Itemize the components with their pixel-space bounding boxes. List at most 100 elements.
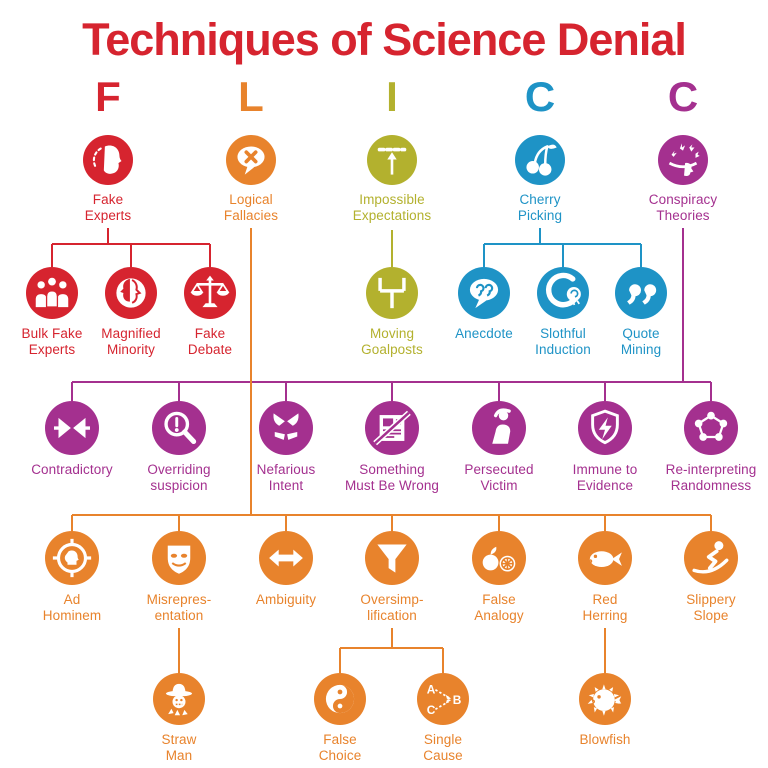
node-overriding-suspicion: Overriding suspicion <box>118 401 240 494</box>
red-herring-label: Red Herring <box>582 592 628 623</box>
svg-text:B: B <box>453 693 462 707</box>
slippery-slope-label: Slippery Slope <box>686 592 736 623</box>
misrepresentation-icon <box>152 531 206 585</box>
oversimplification-label: Oversimp- lification <box>360 592 424 623</box>
contradictory-icon <box>45 401 99 455</box>
red-herring-icon <box>578 531 632 585</box>
magnified-minority-icon <box>105 267 157 319</box>
node-contradictory: Contradictory <box>11 401 133 478</box>
node-oversimplification: Oversimp- lification <box>331 531 453 624</box>
node-conspiracy-theories: Conspiracy Theories <box>622 135 744 224</box>
node-nefarious-intent: Nefarious Intent <box>225 401 347 494</box>
ambiguity-label: Ambiguity <box>255 592 317 607</box>
straw-man-label: Straw Man <box>161 732 197 763</box>
slippery-slope-icon <box>684 531 738 585</box>
magnified-minority-label: Magnified Minority <box>101 326 161 357</box>
flicc-letter-i: I <box>386 73 398 120</box>
svg-text:A: A <box>427 683 436 697</box>
node-single-cause: A C B Single Cause <box>382 673 504 764</box>
node-persecuted-victim: Persecuted Victim <box>438 401 560 494</box>
bulk-fake-experts-icon <box>26 267 78 319</box>
node-reinterpreting-randomness: Re-interpreting Randomness <box>650 401 768 494</box>
fake-debate-icon <box>184 267 236 319</box>
node-slothful-induction: Slothful Induction <box>502 267 624 358</box>
node-ambiguity: Ambiguity <box>225 531 347 608</box>
persecuted-victim-label: Persecuted Victim <box>464 462 534 493</box>
node-quote-mining: Quote Mining <box>580 267 702 358</box>
node-something-must-be-wrong: Something Must Be Wrong <box>331 401 453 494</box>
ad-hominem-icon <box>45 531 99 585</box>
ad-hominem-label: Ad Hominem <box>42 592 102 623</box>
something-must-be-wrong-icon <box>365 401 419 455</box>
false-choice-label: False Choice <box>318 732 362 763</box>
node-misrepresentation: Misrepres- entation <box>118 531 240 624</box>
logical-fallacies-label: Logical Fallacies <box>223 192 279 223</box>
moving-goalposts-icon <box>366 267 418 319</box>
conspiracy-theories-label: Conspiracy Theories <box>648 192 718 223</box>
reinterpreting-randomness-label: Re-interpreting Randomness <box>665 462 757 493</box>
node-cherry-picking: Cherry Picking <box>479 135 601 224</box>
persecuted-victim-icon <box>472 401 526 455</box>
slothful-induction-icon <box>537 267 589 319</box>
slothful-induction-label: Slothful Induction <box>535 326 591 357</box>
oversimplification-icon <box>365 531 419 585</box>
straw-man-icon <box>153 673 205 725</box>
misrepresentation-label: Misrepres- entation <box>146 592 212 623</box>
impossible-expectations-label: Impossible Expectations <box>352 192 432 223</box>
overriding-suspicion-icon <box>152 401 206 455</box>
ambiguity-icon <box>259 531 313 585</box>
nefarious-intent-label: Nefarious Intent <box>256 462 316 493</box>
quote-mining-icon <box>615 267 667 319</box>
false-analogy-label: False Analogy <box>474 592 524 623</box>
false-choice-icon <box>314 673 366 725</box>
impossible-expectations-icon <box>367 135 417 185</box>
overriding-suspicion-label: Overriding suspicion <box>147 462 211 493</box>
node-logical-fallacies: Logical Fallacies <box>190 135 312 224</box>
blowfish-icon <box>579 673 631 725</box>
flicc-letter-f: F <box>95 73 121 120</box>
node-fake-debate: Fake Debate <box>149 267 271 358</box>
single-cause-label: Single Cause <box>423 732 463 763</box>
node-impossible-expectations: Impossible Expectations <box>331 135 453 224</box>
bulk-fake-experts-label: Bulk Fake Experts <box>21 326 83 357</box>
cherry-picking-label: Cherry Picking <box>517 192 563 223</box>
immune-to-evidence-icon <box>578 401 632 455</box>
node-ad-hominem: Ad Hominem <box>11 531 133 624</box>
node-false-choice: False Choice <box>279 673 401 764</box>
fake-debate-label: Fake Debate <box>187 326 233 357</box>
node-red-herring: Red Herring <box>544 531 666 624</box>
node-slippery-slope: Slippery Slope <box>650 531 768 624</box>
fake-experts-icon <box>83 135 133 185</box>
node-anecdote: Anecdote <box>423 267 545 342</box>
node-bulk-fake-experts: Bulk Fake Experts <box>0 267 113 358</box>
anecdote-label: Anecdote <box>455 326 513 341</box>
something-must-be-wrong-label: Something Must Be Wrong <box>344 462 440 493</box>
flicc-letter-c2: C <box>667 73 699 120</box>
node-fake-experts: Fake Experts <box>47 135 169 224</box>
fake-experts-label: Fake Experts <box>84 192 132 223</box>
anecdote-icon <box>458 267 510 319</box>
immune-to-evidence-label: Immune to Evidence <box>572 462 638 493</box>
node-straw-man: Straw Man <box>118 673 240 764</box>
node-false-analogy: False Analogy <box>438 531 560 624</box>
flicc-letter-l: L <box>238 73 264 120</box>
node-moving-goalposts: Moving Goalposts <box>331 267 453 358</box>
node-blowfish: Blowfish <box>544 673 666 748</box>
nefarious-intent-icon <box>259 401 313 455</box>
cherry-picking-icon <box>515 135 565 185</box>
node-immune-to-evidence: Immune to Evidence <box>544 401 666 494</box>
blowfish-label: Blowfish <box>579 732 631 747</box>
contradictory-label: Contradictory <box>31 462 113 477</box>
logical-fallacies-icon <box>226 135 276 185</box>
svg-text:C: C <box>427 703 436 717</box>
page-title: Techniques of Science Denial <box>82 14 687 65</box>
reinterpreting-randomness-icon <box>684 401 738 455</box>
flicc-letter-c1: C <box>524 73 556 120</box>
conspiracy-theories-icon <box>658 135 708 185</box>
node-magnified-minority: Magnified Minority <box>70 267 192 358</box>
false-analogy-icon <box>472 531 526 585</box>
quote-mining-label: Quote Mining <box>620 326 662 357</box>
